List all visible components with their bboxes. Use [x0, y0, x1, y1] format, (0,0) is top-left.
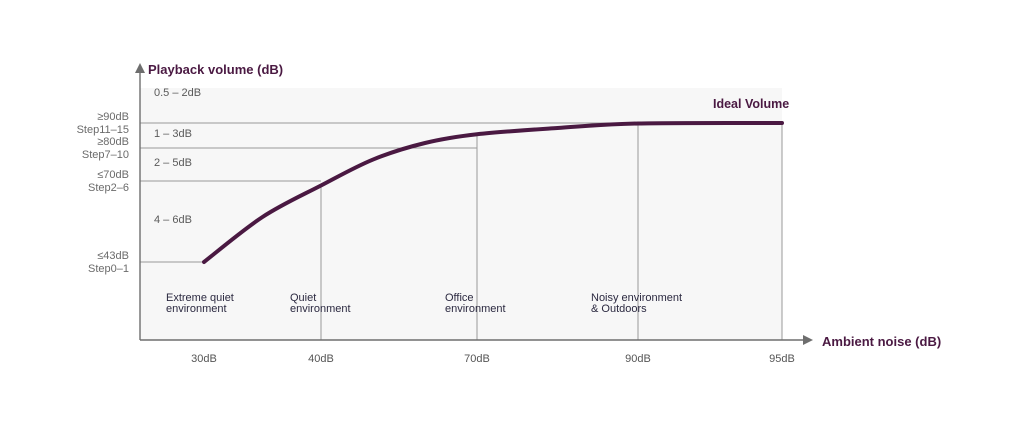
y-level-label: ≥90dB — [97, 111, 129, 123]
y-level-label: Step0–1 — [88, 263, 129, 275]
band-label: 1 – 3dB — [154, 128, 192, 140]
x-tick-labels: 30dB 40dB 70dB 90dB 95dB — [191, 353, 795, 365]
environment-label: Quiet — [290, 292, 316, 304]
x-axis-arrow-icon — [803, 335, 813, 345]
environment-label: environment — [290, 303, 351, 315]
series-label: Ideal Volume — [713, 97, 789, 111]
environment-label: environment — [445, 303, 506, 315]
environment-label: environment — [166, 303, 227, 315]
y-level-label: ≤43dB — [97, 250, 129, 262]
x-tick-label: 70dB — [464, 353, 490, 365]
environment-labels: Extreme quietenvironmentQuietenvironment… — [166, 292, 682, 315]
x-tick-label: 90dB — [625, 353, 651, 365]
band-label: 4 – 6dB — [154, 214, 192, 226]
y-axis-arrow-icon — [135, 63, 145, 73]
environment-label: Extreme quiet — [166, 292, 234, 304]
x-tick-label: 30dB — [191, 353, 217, 365]
ideal-volume-curve — [202, 120, 784, 264]
x-tick-label: 40dB — [308, 353, 334, 365]
y-axis-title: Playback volume (dB) — [148, 62, 283, 77]
y-level-label: Step11–15 — [77, 124, 129, 136]
band-label: 2 – 5dB — [154, 157, 192, 169]
y-level-label: Step2–6 — [88, 182, 129, 194]
increment-band-labels: 0.5 – 2dB 1 – 3dB 2 – 5dB 4 – 6dB — [154, 87, 201, 226]
environment-label: Office — [445, 292, 474, 304]
band-label: 0.5 – 2dB — [154, 87, 201, 99]
plot-background — [140, 88, 782, 340]
x-tick-label: 95dB — [769, 353, 795, 365]
y-level-label: Step7–10 — [82, 149, 129, 161]
environment-label: Noisy environment — [591, 292, 682, 304]
y-level-label: ≤70dB — [97, 169, 129, 181]
environment-label: & Outdoors — [591, 303, 647, 315]
y-level-label: ≥80dB — [97, 136, 129, 148]
x-axis-title: Ambient noise (dB) — [822, 334, 941, 349]
